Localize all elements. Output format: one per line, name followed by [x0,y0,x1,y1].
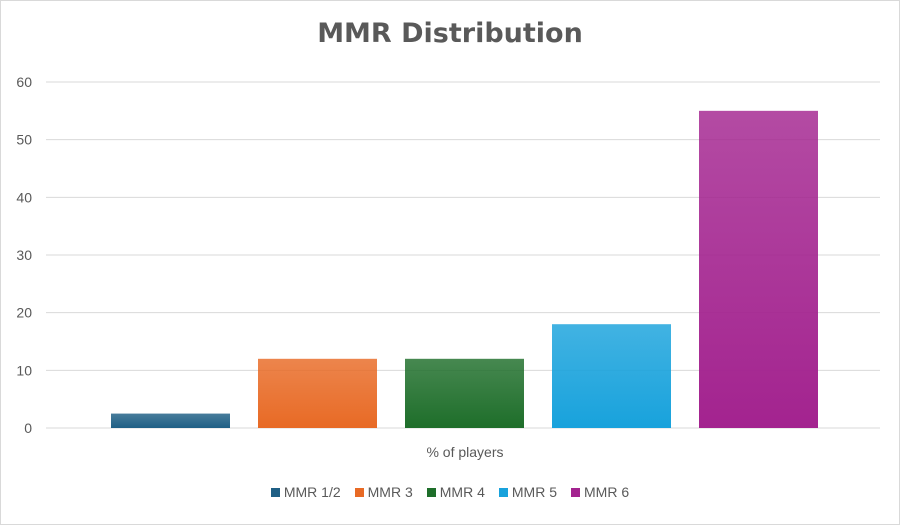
bar-mmr-5 [552,324,671,428]
legend-item: MMR 6 [571,484,629,500]
legend-label: MMR 1/2 [283,484,341,500]
legend-swatch [270,487,280,497]
bar-mmr-6 [699,110,818,428]
legend-label: MMR 4 [439,484,485,500]
legend-swatch [426,487,436,497]
y-tick-label: 10 [16,362,32,378]
bar-mmr-4 [405,358,524,428]
y-tick-label: 50 [16,132,32,148]
legend-swatch [571,487,581,497]
y-tick-label: 60 [16,74,32,90]
legend-label: MMR 5 [511,484,558,500]
chart-title: MMR Distribution [317,18,583,49]
y-tick-label: 40 [16,189,32,205]
y-tick-label: 0 [24,420,32,436]
bar-mmr-3 [258,358,377,428]
y-tick-label: 30 [16,247,32,263]
legend-item: MMR 4 [426,484,485,500]
legend-item: MMR 5 [498,484,558,500]
bar-mmr-1-2 [111,413,230,428]
legend-label: MMR 6 [584,484,630,500]
legend-item: MMR 1/2 [270,484,341,500]
y-tick-label: 20 [16,305,32,321]
legend-swatch [498,487,508,497]
legend-item: MMR 3 [354,484,413,500]
legend-label: MMR 3 [367,484,413,500]
legend-swatch [354,487,364,497]
legend: MMR 1/2 MMR 3 MMR 4 MMR 5 MMR 6 [0,484,900,500]
x-axis-label: % of players [426,444,503,460]
